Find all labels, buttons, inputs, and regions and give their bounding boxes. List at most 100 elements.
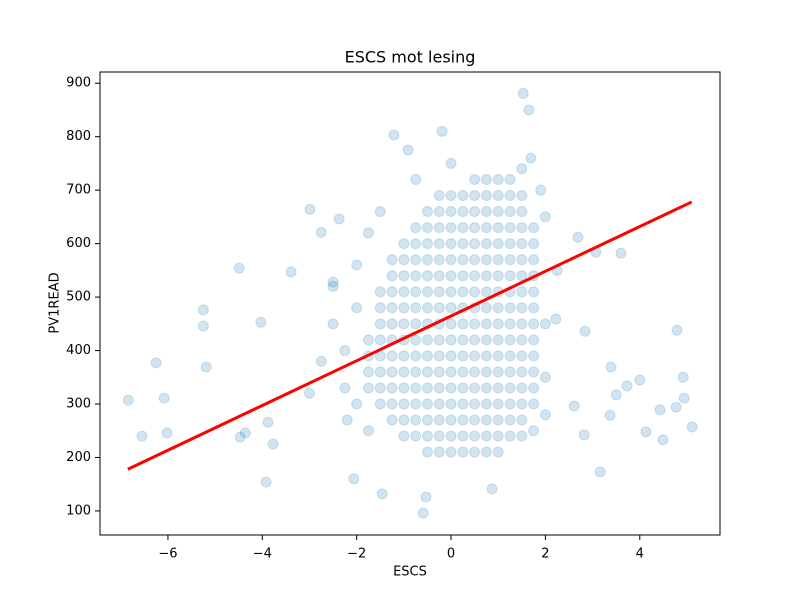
scatter-point — [480, 286, 492, 298]
scatter-point — [315, 226, 327, 238]
scatter-point — [303, 387, 315, 399]
scatter-point — [398, 382, 410, 394]
scatter-point — [433, 270, 445, 282]
scatter-point — [634, 374, 646, 386]
scatter-point — [433, 414, 445, 426]
scatter-point — [136, 430, 148, 442]
scatter-point — [492, 398, 504, 410]
scatter-point — [677, 371, 689, 383]
scatter-point — [550, 313, 562, 325]
scatter-point — [480, 302, 492, 314]
scatter-point — [504, 398, 516, 410]
scatter-point — [445, 302, 457, 314]
scatter-point — [469, 334, 481, 346]
scatter-point — [457, 382, 469, 394]
scatter-point — [433, 286, 445, 298]
scatter-point — [457, 206, 469, 218]
scatter-point — [420, 491, 432, 503]
scatter-point — [492, 190, 504, 202]
scatter-point — [410, 318, 422, 330]
scatter-point — [374, 206, 386, 218]
scatter-point — [398, 398, 410, 410]
scatter-point — [504, 254, 516, 266]
scatter-point — [421, 446, 433, 458]
y-axis-label: PV1READ — [48, 272, 63, 333]
chart-title: ESCS mot lesing — [345, 48, 476, 67]
scatter-point — [539, 211, 551, 223]
scatter-point — [492, 254, 504, 266]
scatter-point — [386, 318, 398, 330]
scatter-point — [594, 466, 606, 478]
scatter-point — [492, 430, 504, 442]
scatter-point — [516, 430, 528, 442]
scatter-point — [457, 286, 469, 298]
scatter-point — [341, 414, 353, 426]
scatter-point — [315, 355, 327, 367]
scatter-point — [492, 222, 504, 234]
axes-frame — [99, 71, 721, 536]
scatter-point — [492, 302, 504, 314]
scatter-point — [398, 254, 410, 266]
scatter-point — [516, 350, 528, 362]
scatter-point — [327, 280, 339, 292]
scatter-point — [410, 382, 422, 394]
scatter-point — [421, 382, 433, 394]
scatter-point — [516, 318, 528, 330]
scatter-point — [528, 398, 540, 410]
scatter-point — [492, 173, 504, 185]
scatter-point — [480, 190, 492, 202]
scatter-point — [480, 414, 492, 426]
scatter-point — [233, 262, 245, 274]
scatter-point — [351, 302, 363, 314]
scatter-point — [504, 366, 516, 378]
scatter-point — [398, 302, 410, 314]
scatter-point — [433, 190, 445, 202]
scatter-point — [445, 157, 457, 169]
scatter-point — [421, 238, 433, 250]
scatter-point — [327, 318, 339, 330]
scatter-point — [528, 350, 540, 362]
scatter-point — [539, 371, 551, 383]
scatter-point — [480, 446, 492, 458]
scatter-point — [469, 254, 481, 266]
scatter-point — [457, 398, 469, 410]
scatter-point — [398, 430, 410, 442]
scatter-point — [469, 318, 481, 330]
regression-line — [127, 200, 693, 471]
scatter-point — [386, 366, 398, 378]
scatter-point — [480, 254, 492, 266]
scatter-point — [492, 270, 504, 282]
scatter-point — [421, 270, 433, 282]
scatter-point — [386, 382, 398, 394]
scatter-point — [197, 320, 209, 332]
scatter-point — [528, 318, 540, 330]
scatter-point — [410, 350, 422, 362]
scatter-point — [480, 238, 492, 250]
scatter-point — [398, 414, 410, 426]
scatter-point — [398, 270, 410, 282]
scatter-point — [433, 446, 445, 458]
scatter-point — [262, 416, 274, 428]
scatter-point — [410, 366, 422, 378]
scatter-point — [122, 394, 134, 406]
scatter-point — [433, 350, 445, 362]
y-tick-label: 300 — [66, 397, 91, 412]
scatter-point — [528, 425, 540, 437]
scatter-point — [504, 318, 516, 330]
scatter-point — [445, 318, 457, 330]
scatter-point — [670, 401, 682, 413]
scatter-point — [421, 254, 433, 266]
scatter-point — [433, 366, 445, 378]
scatter-point — [260, 476, 272, 488]
scatter-point — [285, 266, 297, 278]
y-tick-label: 400 — [66, 343, 91, 358]
scatter-point — [433, 382, 445, 394]
scatter-point — [445, 382, 457, 394]
scatter-point — [433, 254, 445, 266]
scatter-point — [523, 104, 535, 116]
scatter-point — [445, 334, 457, 346]
scatter-point — [410, 254, 422, 266]
scatter-point — [362, 382, 374, 394]
scatter-point — [376, 488, 388, 500]
scatter-point — [504, 270, 516, 282]
